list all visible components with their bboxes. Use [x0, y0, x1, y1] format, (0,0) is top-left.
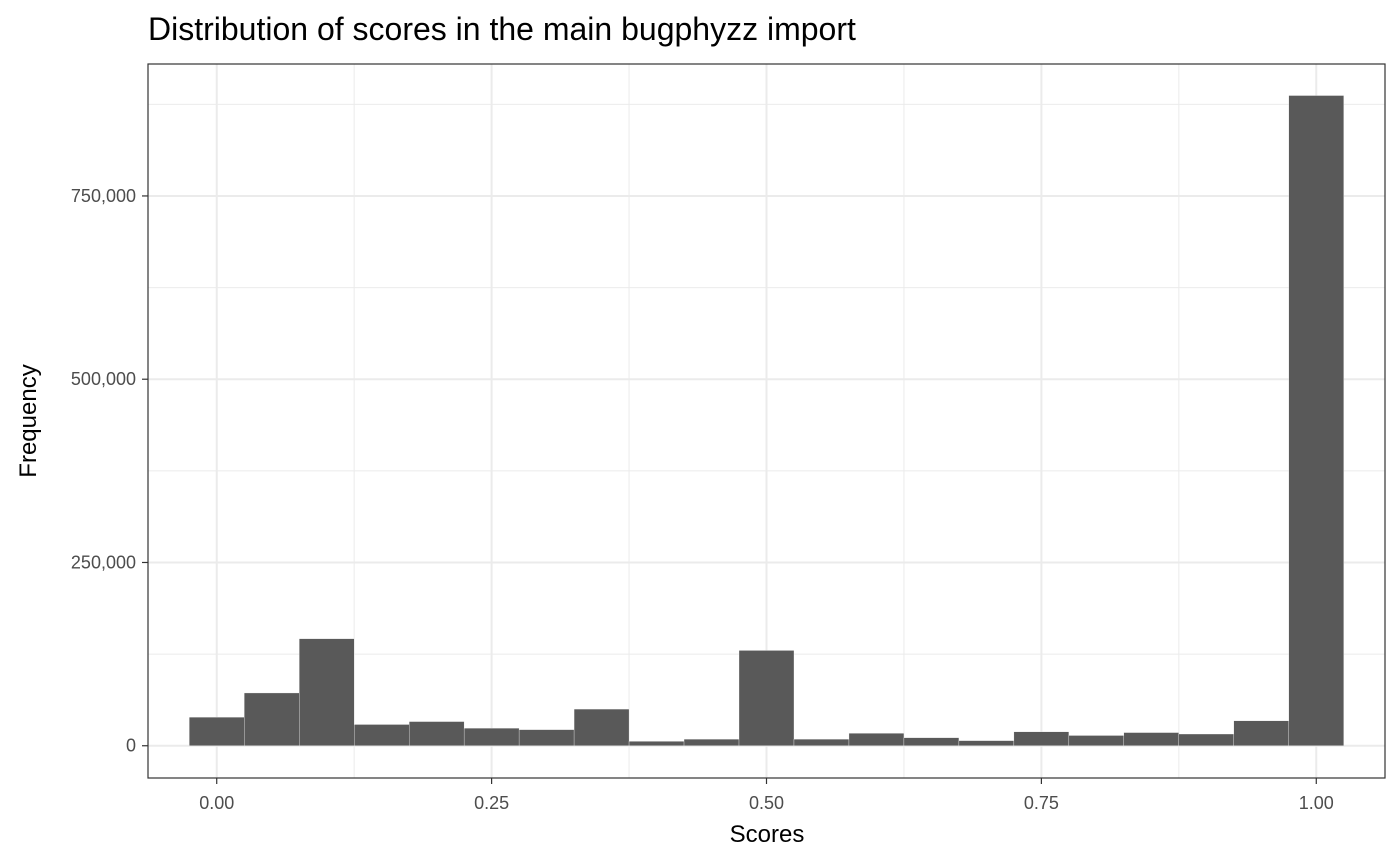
x-axis-ticks: 0.00 0.25 0.50 0.75 1.00 [199, 778, 1334, 813]
histogram-bar [354, 724, 410, 746]
x-tick-label: 0.25 [474, 793, 509, 813]
x-tick-label: 0.75 [1024, 793, 1059, 813]
histogram-bar [903, 737, 960, 746]
x-tick-label: 0.50 [749, 793, 784, 813]
histogram-bar [848, 733, 905, 746]
histogram-bar [189, 717, 245, 746]
histogram-bar [1013, 731, 1070, 746]
histogram-bar [463, 728, 520, 746]
histogram-bar [1233, 720, 1289, 746]
x-axis-title: Scores [730, 821, 805, 848]
histogram-bar [1178, 733, 1234, 746]
histogram-bar [738, 650, 795, 746]
histogram-bar [573, 708, 630, 746]
histogram-bar [299, 638, 355, 746]
chart-title: Distribution of scores in the main bugph… [148, 11, 856, 47]
histogram-bar [683, 738, 740, 746]
y-tick-label: 0 [126, 736, 136, 756]
x-tick-label: 1.00 [1299, 793, 1334, 813]
y-tick-label: 500,000 [71, 369, 136, 389]
histogram-bar [958, 740, 1015, 746]
histogram-bars [189, 95, 1344, 746]
histogram-bar [244, 692, 300, 746]
histogram-bar [1288, 95, 1344, 746]
x-tick-label: 0.00 [199, 793, 234, 813]
y-tick-label: 250,000 [71, 552, 136, 572]
histogram-bar [628, 741, 685, 746]
y-axis-title: Frequency [15, 364, 42, 477]
y-axis-ticks: 0 250,000 500,000 750,000 [71, 186, 148, 756]
histogram-bar [1068, 735, 1125, 746]
histogram-bar [793, 738, 850, 746]
histogram-bar [518, 729, 575, 746]
y-tick-label: 750,000 [71, 186, 136, 206]
histogram-bar [1123, 732, 1179, 746]
histogram-bar [408, 721, 465, 746]
